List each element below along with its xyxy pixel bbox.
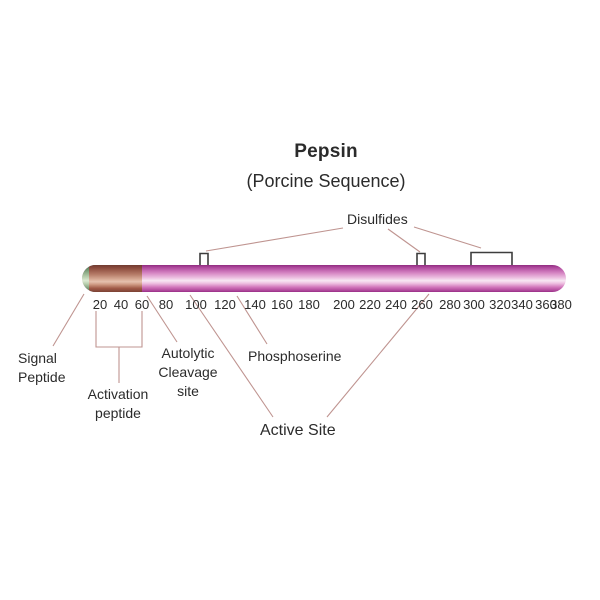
activation-peptide-label-line2: peptide [95,405,141,421]
autolytic-cleavage-leader-line [146,295,178,343]
disulfide-leader-line-left [205,227,344,252]
activation-peptide-bracket-line [95,311,143,383]
activation-peptide-label: Activation peptide [60,385,176,423]
disulfide-bracket-2 [416,252,426,266]
signal-peptide-label-line1: Signal [18,350,57,366]
disulfide-bracket-1 [199,252,209,266]
active-site-label-text: Active Site [260,422,336,439]
protein-sequence-bar [82,265,566,292]
active-site-label: Active Site [260,421,336,440]
signal-peptide-leader-line [52,293,85,347]
activation-peptide-label-line1: Activation [87,386,149,402]
disulfide-bracket-3 [470,251,513,266]
signal-peptide-label: Signal Peptide [18,349,65,387]
page-subtitle: (Porcine Sequence) [246,171,406,191]
disulfide-leader-line-right [413,226,482,249]
phosphoserine-label-text: Phosphoserine [248,348,342,364]
activation-peptide-segment [89,265,142,292]
page-title: Pepsin [294,141,358,162]
autolytic-cleavage-site-label: Autolytic Cleavage site [140,344,236,401]
disulfide-leader-line-middle [387,228,421,253]
autolytic-label-line2: Cleavage [158,364,218,380]
phosphoserine-leader-line [236,295,268,345]
signal-peptide-label-line2: Peptide [18,369,66,385]
active-site-leader-line-right [326,293,430,418]
autolytic-label-line3: site [177,383,199,399]
title-block: Pepsin (Porcine Sequence) [126,141,526,192]
phosphoserine-label: Phosphoserine [248,347,341,366]
mature-pepsin-segment [82,265,566,292]
active-site-leader-line-left [189,294,274,418]
disulfides-label-text: Disulfides [347,211,408,227]
autolytic-label-line1: Autolytic [161,345,215,361]
disulfides-label: Disulfides [347,210,408,229]
